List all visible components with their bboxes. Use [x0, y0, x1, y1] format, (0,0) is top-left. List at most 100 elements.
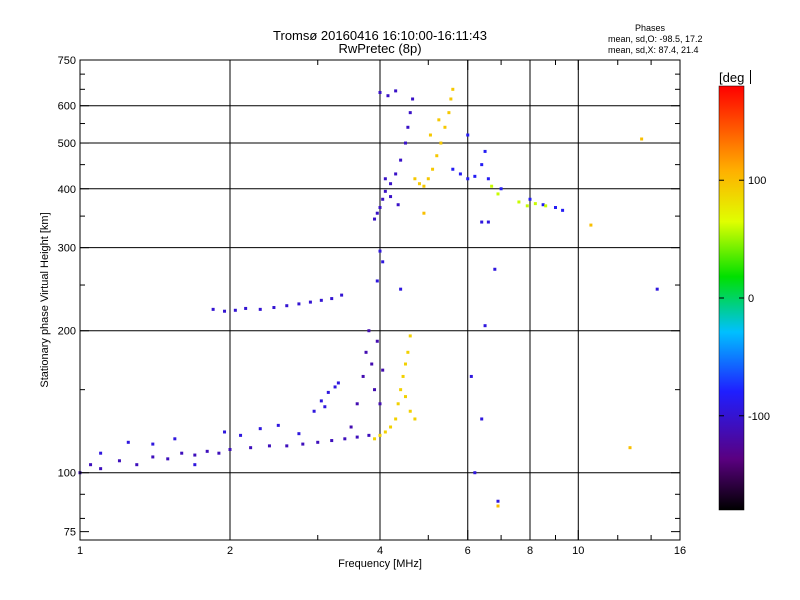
data-point — [389, 182, 393, 186]
data-point — [426, 177, 430, 181]
data-point — [466, 133, 470, 137]
data-point — [180, 451, 184, 455]
data-point — [413, 177, 417, 181]
data-point — [389, 195, 393, 199]
data-point — [323, 405, 327, 409]
data-point — [451, 167, 455, 171]
data-point — [499, 187, 503, 191]
data-point — [375, 279, 379, 283]
data-point — [373, 217, 377, 221]
data-point — [437, 118, 441, 122]
data-point — [517, 200, 521, 204]
data-point — [403, 362, 407, 366]
y-axis-ticks: 75 100 200 300 400 500 600 750 — [58, 55, 680, 539]
data-point — [394, 89, 398, 93]
data-point — [173, 437, 177, 441]
data-point — [217, 451, 221, 455]
data-point — [449, 97, 453, 101]
x-tick-label: 8 — [527, 545, 533, 557]
data-point — [396, 402, 400, 406]
data-point — [428, 133, 432, 137]
data-point — [406, 125, 410, 129]
data-point — [640, 137, 644, 141]
data-point — [258, 427, 262, 431]
data-point — [396, 203, 400, 207]
data-point — [343, 437, 347, 441]
y-tick-label: 75 — [64, 527, 76, 539]
data-point — [239, 433, 243, 437]
data-point — [151, 442, 155, 446]
data-point — [655, 287, 659, 291]
data-points — [78, 87, 659, 508]
data-point — [316, 440, 320, 444]
data-point — [378, 402, 382, 406]
data-point — [378, 206, 382, 210]
data-point — [223, 309, 227, 313]
data-point — [193, 463, 197, 467]
data-point — [151, 455, 155, 459]
data-point — [399, 287, 403, 291]
data-point — [312, 409, 316, 413]
data-point — [361, 374, 365, 378]
data-point — [375, 211, 379, 215]
data-point — [473, 471, 477, 475]
data-point — [285, 304, 289, 308]
data-point — [378, 90, 382, 94]
y-tick-label: 750 — [58, 55, 76, 67]
chart-title: Tromsø 20160416 16:10:00-16:11:43 — [273, 28, 487, 43]
data-point — [364, 350, 368, 354]
y-tick-label: 500 — [58, 138, 76, 150]
data-point — [408, 111, 412, 115]
data-point — [417, 182, 421, 186]
data-point — [443, 125, 447, 129]
data-point — [126, 440, 130, 444]
data-point — [473, 174, 477, 178]
data-point — [326, 390, 330, 394]
x-axis-label: Frequency [MHz] — [338, 558, 422, 570]
x-tick-label: 2 — [227, 545, 233, 557]
data-point — [411, 97, 415, 101]
y-axis-label: Stationary phase Virtual Height [km] — [39, 212, 51, 387]
data-point — [435, 154, 439, 158]
data-point — [381, 368, 385, 372]
data-point — [99, 467, 103, 471]
colorbar-ticks: 100 0 -100 — [719, 175, 770, 423]
data-point — [561, 208, 565, 212]
data-point — [413, 417, 417, 421]
data-point — [373, 388, 377, 392]
data-point — [528, 197, 532, 201]
data-point — [297, 432, 301, 436]
data-point — [422, 184, 426, 188]
data-point — [258, 307, 262, 311]
data-point — [533, 202, 537, 206]
data-point — [553, 206, 557, 210]
data-point — [378, 433, 382, 437]
data-point — [496, 192, 500, 196]
data-point — [408, 409, 412, 413]
y-tick-label: 300 — [58, 243, 76, 255]
data-point — [373, 437, 377, 441]
grid-lines — [80, 60, 680, 540]
data-point — [319, 399, 323, 403]
data-point — [480, 163, 484, 167]
data-point — [408, 334, 412, 338]
data-point — [378, 249, 382, 253]
colorbar-tick-label: -100 — [748, 411, 770, 423]
data-point — [483, 324, 487, 328]
data-point — [401, 374, 405, 378]
data-point — [135, 463, 139, 467]
x-tick-label: 4 — [377, 545, 383, 557]
data-point — [205, 449, 209, 453]
data-point — [367, 433, 371, 437]
y-tick-label: 400 — [58, 184, 76, 196]
data-point — [383, 177, 387, 181]
colorbar-tick-label: 0 — [748, 293, 754, 305]
stats-line-o: mean, sd,O: -98.5, 17.2 — [608, 34, 703, 44]
data-point — [301, 442, 305, 446]
data-point — [319, 298, 323, 302]
data-point — [89, 463, 93, 467]
data-point — [544, 204, 548, 208]
data-point — [394, 417, 398, 421]
data-point — [383, 189, 387, 193]
